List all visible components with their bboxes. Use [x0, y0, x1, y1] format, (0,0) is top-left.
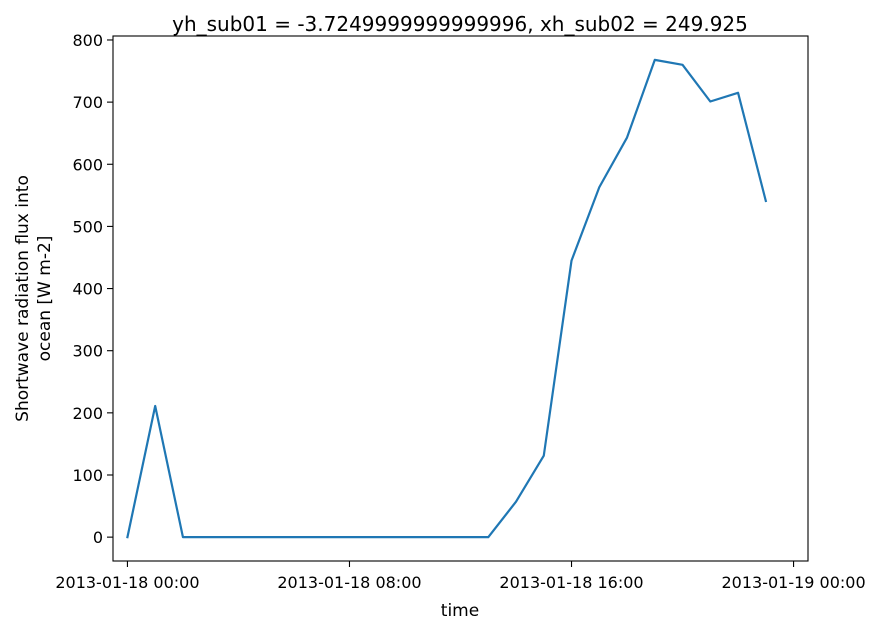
- x-tick-label: 2013-01-19 00:00: [721, 573, 865, 592]
- y-tick-label: 200: [72, 404, 103, 423]
- y-tick-label: 800: [72, 31, 103, 50]
- y-axis-label-line: ocean [W m-2]: [35, 236, 55, 362]
- x-tick-label: 2013-01-18 00:00: [55, 573, 199, 592]
- x-axis-label: time: [441, 601, 479, 621]
- y-axis-label-line: Shortwave radiation flux into: [13, 175, 33, 422]
- y-tick-label: 600: [72, 155, 103, 174]
- axis-ticks: 0 100 200 300 400 500 600 700 800 2013-01-18 00:0…: [55, 31, 865, 592]
- y-tick-label: 400: [72, 280, 103, 299]
- x-tick-label: 2013-01-18 16:00: [499, 573, 643, 592]
- y-tick-label: 700: [72, 93, 103, 112]
- y-tick-label: 300: [72, 342, 103, 361]
- chart-title: yh_sub01 = -3.7249999999999996, xh_sub02…: [172, 12, 748, 36]
- plot-frame: [112, 35, 809, 562]
- y-tick-label: 0: [93, 528, 103, 547]
- x-tick-label: 2013-01-18 08:00: [277, 573, 421, 592]
- y-axis-label: Shortwave radiation flux into ocean [W m-…: [13, 175, 55, 422]
- series-line: [126, 58, 768, 539]
- y-tick-label: 100: [72, 466, 103, 485]
- y-tick-label: 500: [72, 217, 103, 236]
- series-group: [126, 58, 768, 539]
